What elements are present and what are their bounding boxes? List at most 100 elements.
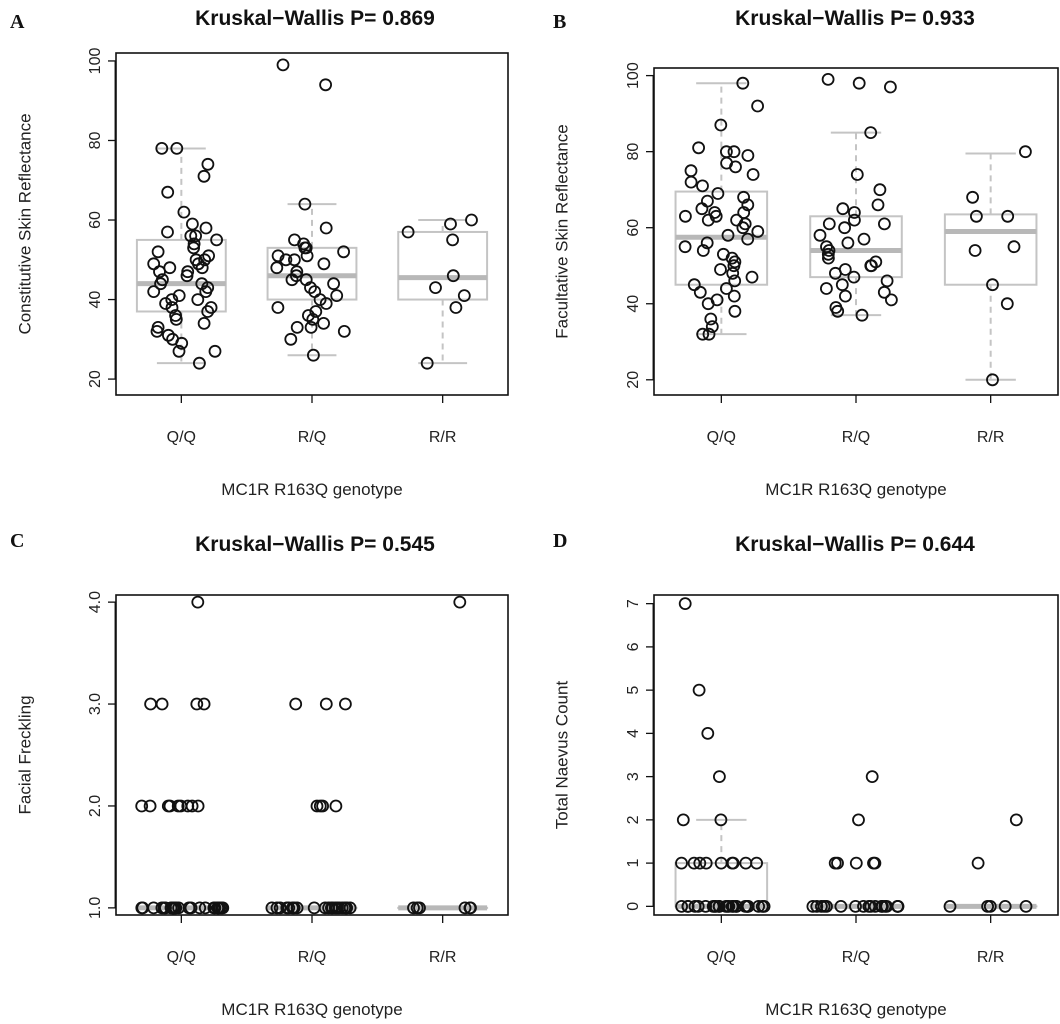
data-point bbox=[208, 344, 222, 358]
panel-letter: A bbox=[10, 11, 25, 33]
data-point bbox=[880, 274, 894, 288]
data-point bbox=[306, 312, 320, 326]
data-point bbox=[265, 901, 279, 915]
y-tick-label: 60 bbox=[87, 211, 104, 229]
panel-c: C Kruskal−Wallis P= 0.545 1.0 2.0 3.0 4.0 Q/Q R… bbox=[10, 530, 509, 1019]
data-point bbox=[701, 727, 715, 740]
data-point bbox=[147, 285, 161, 299]
data-point bbox=[201, 305, 215, 318]
data-point bbox=[190, 697, 204, 711]
y-tick-label: 80 bbox=[87, 131, 104, 149]
data-point bbox=[155, 697, 169, 711]
points-R-R bbox=[407, 595, 477, 915]
data-point bbox=[195, 261, 209, 275]
data-point bbox=[327, 277, 341, 291]
data-point bbox=[675, 900, 688, 913]
y-tick-label: 100 bbox=[625, 62, 642, 89]
data-point bbox=[864, 900, 878, 913]
data-point bbox=[155, 141, 169, 155]
box-iqr bbox=[809, 215, 903, 279]
data-point bbox=[873, 183, 887, 197]
data-point bbox=[201, 157, 215, 171]
y-tick-label: 5 bbox=[625, 686, 642, 695]
x-tick-label: R/Q bbox=[298, 429, 326, 446]
y-tick-label: 20 bbox=[87, 370, 104, 388]
data-point bbox=[279, 253, 293, 267]
data-point bbox=[721, 228, 735, 242]
data-point bbox=[161, 185, 175, 199]
data-point bbox=[675, 856, 688, 870]
data-point bbox=[172, 901, 186, 915]
data-point bbox=[199, 221, 213, 235]
data-point bbox=[307, 901, 321, 915]
data-point bbox=[709, 209, 723, 223]
data-point bbox=[449, 301, 463, 314]
data-point bbox=[420, 356, 434, 370]
chart-title: Kruskal−Wallis P= 0.933 bbox=[735, 7, 975, 30]
data-point bbox=[704, 312, 718, 326]
y-tick-label: 60 bbox=[625, 219, 642, 237]
y-tick-label: 100 bbox=[87, 48, 104, 75]
data-point bbox=[810, 900, 824, 913]
y-tick-label: 3 bbox=[625, 772, 642, 781]
data-point bbox=[273, 901, 287, 915]
data-point bbox=[855, 308, 869, 322]
data-point bbox=[184, 229, 198, 243]
data-point bbox=[746, 168, 760, 181]
data-point bbox=[706, 900, 720, 913]
data-point bbox=[865, 770, 879, 783]
data-point bbox=[290, 320, 304, 334]
data-point bbox=[171, 799, 185, 813]
data-point bbox=[169, 312, 183, 326]
plot-frame bbox=[653, 594, 1059, 916]
data-point bbox=[401, 225, 415, 239]
data-point bbox=[711, 187, 725, 200]
data-point bbox=[741, 149, 755, 162]
data-point bbox=[317, 316, 331, 330]
data-point bbox=[271, 301, 285, 314]
y-tick-label: 4.0 bbox=[87, 591, 104, 613]
data-point bbox=[864, 126, 878, 140]
data-point bbox=[286, 901, 299, 915]
data-point bbox=[871, 198, 885, 212]
data-point bbox=[285, 273, 299, 287]
data-point bbox=[821, 247, 835, 261]
data-point bbox=[679, 209, 692, 223]
y-tick-label: 20 bbox=[625, 371, 642, 389]
y-tick-label: 40 bbox=[625, 295, 642, 313]
data-point bbox=[204, 301, 218, 314]
data-point bbox=[198, 901, 212, 915]
panel-letter: D bbox=[553, 530, 567, 552]
data-point bbox=[1007, 240, 1021, 254]
points-R-Q bbox=[806, 770, 905, 913]
points-R-R bbox=[401, 213, 478, 370]
data-point bbox=[1009, 813, 1023, 827]
data-point bbox=[741, 198, 755, 212]
data-point bbox=[170, 141, 184, 155]
x-tick-label: Q/Q bbox=[167, 949, 196, 966]
panel-b: B Kruskal−Wallis P= 0.933 20 40 60 80 100 Q/Q R/… bbox=[552, 7, 1059, 499]
data-point bbox=[193, 901, 207, 915]
data-point bbox=[192, 356, 206, 370]
box-iqr bbox=[135, 238, 227, 313]
data-point bbox=[745, 270, 759, 284]
data-point bbox=[199, 285, 213, 299]
data-point bbox=[678, 240, 692, 254]
data-point bbox=[727, 259, 741, 273]
data-point bbox=[150, 324, 164, 338]
data-point bbox=[154, 277, 168, 291]
data-point bbox=[834, 900, 848, 913]
data-point bbox=[270, 261, 284, 275]
data-point bbox=[458, 901, 472, 915]
data-point bbox=[1019, 145, 1032, 159]
data-point bbox=[172, 344, 186, 358]
data-point bbox=[693, 856, 707, 870]
data-point bbox=[322, 901, 336, 915]
data-point bbox=[407, 901, 420, 915]
data-point bbox=[752, 900, 765, 913]
y-tick-label: 1.0 bbox=[87, 897, 104, 919]
data-point bbox=[877, 285, 891, 299]
data-point bbox=[714, 118, 728, 132]
data-point bbox=[1001, 209, 1015, 223]
data-point bbox=[306, 348, 320, 362]
